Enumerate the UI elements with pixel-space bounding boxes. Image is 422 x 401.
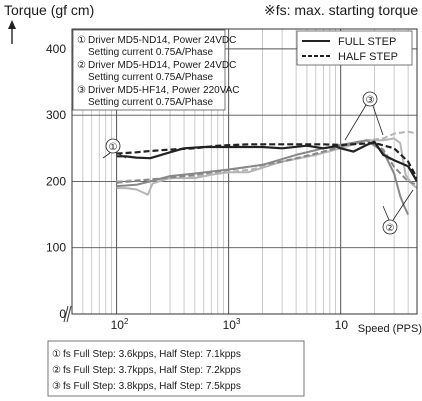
series-line-1-half <box>116 141 417 179</box>
y-tick-labels: 0 100 200 300 400 <box>46 42 66 321</box>
callout-2-circle <box>382 219 398 235</box>
stats-line-1-num: ① <box>52 349 61 360</box>
stats-line-3-text: fs Full Step: 3.8kpps, Half Step: 7.5kpp… <box>63 381 241 392</box>
stats-line-2: ② fs Full Step: 3.7kpps, Half Step: 7.2k… <box>52 365 241 376</box>
y-tick-label: 0 <box>59 307 66 321</box>
axis-break-mark <box>63 305 72 323</box>
y-tick-label: 400 <box>46 42 66 56</box>
legend-half-step-label: HALF STEP <box>338 51 398 63</box>
driver-info-1: ① Driver MD5-ND14, Power 24VDC Setting c… <box>77 35 236 58</box>
callout-1: ① <box>102 138 127 159</box>
driver-info-2-num: ② <box>77 60 86 71</box>
callout-1-leader-b <box>116 152 127 159</box>
stats-line-2-text: fs Full Step: 3.7kpps, Half Step: 7.2kpp… <box>63 365 241 376</box>
series-line-3-full <box>116 137 417 196</box>
driver-info-1-num: ① <box>77 35 86 46</box>
callout-3-leader-a <box>344 104 367 141</box>
series-line-2-half <box>116 139 417 186</box>
stats-line-3-num: ③ <box>52 381 61 392</box>
x-axis-title: Speed (PPS) <box>358 323 422 335</box>
callout-1-leader-a <box>102 152 111 159</box>
series-line-3-half <box>116 130 417 183</box>
fs-note: ※fs: max. starting torque <box>264 2 418 18</box>
callout-3: ③ <box>344 91 384 141</box>
series-line-1-full <box>116 140 417 182</box>
callout-1-label: ① <box>109 142 118 153</box>
y-tick-label: 100 <box>46 241 66 255</box>
legend-full-step-label: FULL STEP <box>338 36 396 48</box>
driver-info-1-line1: Driver MD5-ND14, Power 24VDC <box>88 35 236 46</box>
y-axis-arrowhead <box>8 20 16 29</box>
x-tick-label: 103 <box>223 317 241 332</box>
stats-line-2-num: ② <box>52 365 61 376</box>
driver-info-3-line1: Driver MD5-HF14, Power 220VAC <box>88 85 240 96</box>
callout-1-circle <box>105 138 121 154</box>
driver-info-3-line2: Setting current 0.75A/Phase <box>88 97 214 108</box>
y-tick-label: 200 <box>46 174 66 188</box>
callout-2-leader-a <box>382 205 390 221</box>
callout-3-leader-b <box>372 105 384 136</box>
callout-2: ② <box>382 189 414 235</box>
driver-info-1-line2: Setting current 0.75A/Phase <box>88 47 214 58</box>
x-tick-labels: 102 103 10 Speed (PPS) <box>111 317 422 335</box>
driver-info-2: ② Driver MD5-HD14, Power 24VDC Setting c… <box>77 60 236 83</box>
plot-frame <box>71 28 418 315</box>
driver-info-3-num: ③ <box>77 85 86 96</box>
driver-info-2-line1: Driver MD5-HD14, Power 24VDC <box>88 60 236 71</box>
stats-box <box>47 340 305 397</box>
stats-line-1-text: fs Full Step: 3.6kpps, Half Step: 7.1kpp… <box>63 349 241 360</box>
x-tick-label: 102 <box>111 317 129 332</box>
stats-line-1: ① fs Full Step: 3.6kpps, Half Step: 7.1k… <box>52 349 241 360</box>
series-layer <box>116 130 417 216</box>
callout-2-label: ② <box>386 223 395 234</box>
series-line-2-full <box>116 139 410 216</box>
callout-3-label: ③ <box>366 95 375 106</box>
y-axis-title: Torque (gf cm) <box>4 2 94 18</box>
x-tick-label: 10 <box>335 318 349 332</box>
driver-info-3: ③ Driver MD5-HF14, Power 220VAC Setting … <box>77 85 240 108</box>
legend-box <box>296 30 413 66</box>
callout-3-circle <box>362 91 378 107</box>
stats-line-3: ③ fs Full Step: 3.8kpps, Half Step: 7.5k… <box>52 381 241 392</box>
callout-2-leader-b <box>392 189 414 221</box>
driver-info-2-line2: Setting current 0.75A/Phase <box>88 72 214 83</box>
y-tick-label: 300 <box>46 108 66 122</box>
driver-info-box <box>72 29 226 111</box>
